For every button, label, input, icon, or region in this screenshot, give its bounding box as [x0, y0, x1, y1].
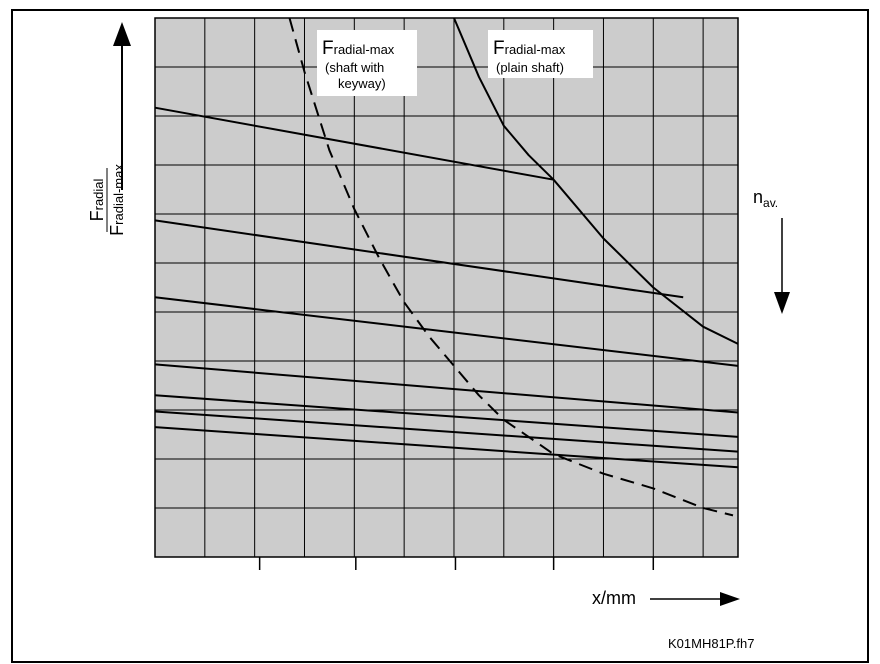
n-av-label: nav. [753, 187, 778, 210]
annotation-keyway-line2: (shaft with [325, 60, 384, 75]
y-axis-label-numerator: Fradial [87, 178, 107, 221]
curve-group [154, 17, 739, 517]
series-line-6 [154, 426, 739, 469]
annotation-box-keyway [317, 30, 417, 96]
series-line-1 [154, 219, 684, 299]
annotation-plain-label: Fradial-max [493, 38, 566, 59]
series-line-7 [453, 17, 739, 345]
y-axis-label-group: Fradial Fradial-max [87, 164, 127, 236]
dashed-curve-8 [288, 17, 734, 517]
x-axis-ticks [258, 557, 655, 570]
annotation-keyway-line3: keyway) [338, 76, 386, 91]
series-line-4 [154, 394, 739, 438]
x-axis-arrow-icon [720, 592, 740, 606]
annotation-box-plain [488, 30, 593, 78]
series-line-3 [154, 363, 739, 414]
plot-frame [154, 17, 739, 558]
series-line-2 [154, 296, 739, 367]
series-line-5 [154, 410, 739, 453]
n-av-arrow-icon [774, 292, 790, 314]
y-axis-label-denominator: Fradial-max [107, 164, 127, 236]
series-line-0 [154, 106, 554, 181]
figure-id: K01MH81P.fh7 [668, 636, 755, 651]
annotation-plain-line2: (plain shaft) [496, 60, 564, 75]
annotation-keyway-label: Fradial-max [322, 38, 395, 59]
y-axis-arrow-icon [113, 22, 131, 46]
x-axis-label: x/mm [592, 588, 636, 608]
plot-area [155, 18, 738, 557]
